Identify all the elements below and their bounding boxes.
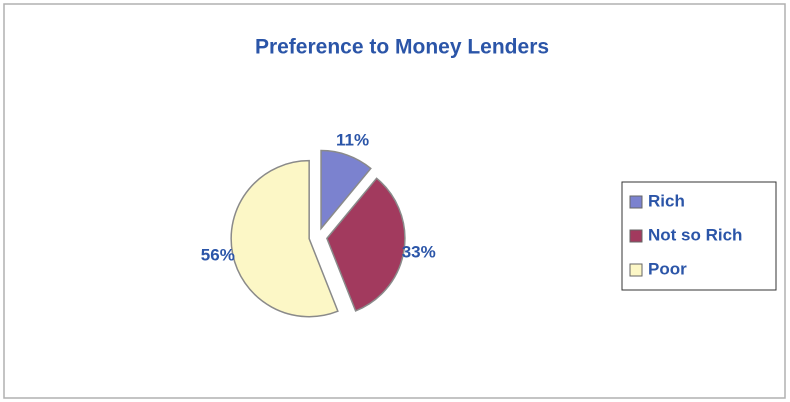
data-label: 33% bbox=[402, 242, 436, 261]
data-label: 11% bbox=[336, 131, 369, 150]
chart-title: Preference to Money Lenders bbox=[255, 36, 549, 59]
legend-swatch bbox=[629, 263, 643, 277]
data-label: 56% bbox=[201, 246, 235, 265]
legend-label: Rich bbox=[648, 191, 685, 210]
pie-slice bbox=[230, 159, 339, 318]
legend-swatch bbox=[629, 195, 643, 209]
legend-box bbox=[621, 181, 777, 291]
legend-label: Poor bbox=[648, 259, 687, 278]
legend-swatch bbox=[629, 229, 643, 243]
pie-slice bbox=[320, 149, 372, 231]
legend-label: Not so Rich bbox=[648, 225, 742, 244]
pie-slice bbox=[326, 177, 406, 312]
